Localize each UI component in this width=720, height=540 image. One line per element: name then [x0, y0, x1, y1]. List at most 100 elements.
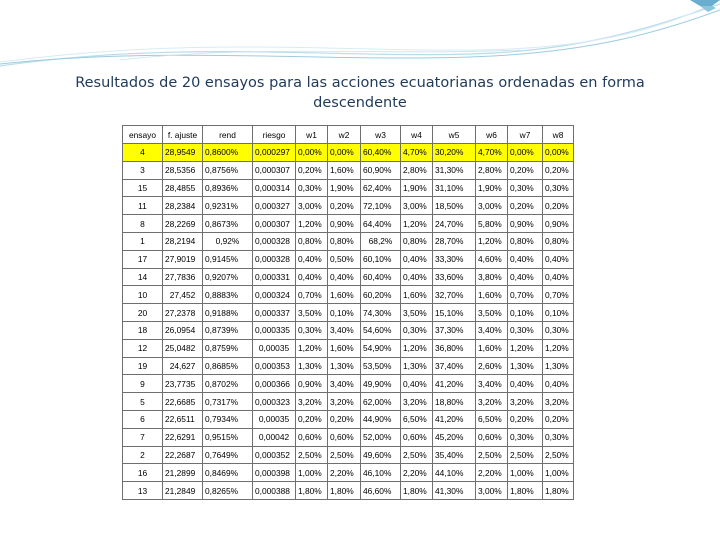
table-cell: 0,60%: [295, 427, 328, 447]
table-cell: 0,7317%: [202, 392, 253, 411]
table-cell: 0,000328: [252, 249, 296, 269]
table-cell: 24,627: [162, 356, 203, 376]
slide-title: Resultados de 20 ensayos para las accion…: [75, 75, 645, 111]
table-cell: 27,452: [162, 285, 203, 305]
table-cell: 0,50%: [327, 249, 361, 269]
table-cell: 28,70%: [432, 231, 476, 251]
table-cell: 0,000335: [252, 320, 296, 340]
table-cell: 1,00%: [507, 463, 543, 483]
table-header-row: ensayo f. ajuste rend riesgo w1 w2 w3 w4 w5 w6 w7 w…: [122, 125, 574, 144]
table-cell: 0,8702%: [202, 374, 253, 394]
table-cell: 22,6685: [162, 392, 203, 411]
table-cell: 0,20%: [542, 160, 574, 180]
table-cell: 0,7934%: [202, 409, 253, 429]
table-cell: 26,0954: [162, 320, 203, 340]
table-cell: 28,2384: [162, 196, 203, 216]
table-cell: 0,90%: [542, 214, 574, 233]
table-cell: 0,20%: [507, 160, 543, 180]
table-cell: 11: [122, 196, 163, 216]
table-cell: 0,000307: [252, 214, 296, 233]
table-cell: 0,8673%: [202, 214, 253, 233]
table-cell: 0,30%: [507, 178, 543, 198]
table-cell: 60,40%: [360, 267, 401, 287]
table-cell: 22,6511: [162, 409, 203, 429]
table-cell: 0,00%: [542, 143, 574, 162]
table-cell: 0,30%: [400, 320, 433, 340]
table-cell: 0,92%: [202, 231, 253, 251]
table-cell: 2,20%: [475, 463, 508, 483]
table-cell: 0,30%: [295, 178, 328, 198]
table-cell: 0,8685%: [202, 356, 253, 376]
table-cell: 0,90%: [295, 374, 328, 394]
table-cell: 10: [122, 285, 163, 305]
table-cell: 3,80%: [475, 267, 508, 287]
table-cell: 5,80%: [475, 214, 508, 233]
table-row: 18 26,0954 0,8739% 0,000335 0,30% 3,40% 54,60%…: [122, 320, 574, 340]
table-cell: 4,60%: [475, 249, 508, 269]
table-cell: 23,7735: [162, 374, 203, 394]
table-cell: 1,00%: [295, 463, 328, 483]
table-cell: 6: [122, 409, 163, 429]
table-cell: 1,20%: [507, 338, 543, 358]
table-cell: 0,000327: [252, 196, 296, 216]
table-row: 19 24,627 0,8685% 0,000353 1,30% 1,30% 53,50% 1…: [122, 356, 574, 376]
table-cell: 0,00%: [507, 143, 543, 162]
table-cell: 20: [122, 303, 163, 322]
table-cell: 0,00%: [327, 143, 361, 162]
table-cell: 0,60%: [475, 427, 508, 447]
table-cell: 6,50%: [400, 409, 433, 429]
column-header: w8: [542, 125, 574, 144]
table-cell: 0,10%: [327, 303, 361, 322]
table-cell: 0,40%: [400, 374, 433, 394]
table-cell: 68,2%: [360, 231, 401, 251]
table-cell: 0,8883%: [202, 285, 253, 305]
table-cell: 0,8469%: [202, 463, 253, 483]
table-cell: 0,00035: [252, 409, 296, 429]
column-header: w6: [475, 125, 508, 144]
table-cell: 60,90%: [360, 160, 401, 180]
table-cell: 0,9188%: [202, 303, 253, 322]
table-cell: 45,20%: [432, 427, 476, 447]
table-cell: 1,60%: [327, 285, 361, 305]
table-cell: 8: [122, 214, 163, 233]
table-cell: 0,9145%: [202, 249, 253, 269]
column-header: f. ajuste: [162, 125, 203, 144]
table-cell: 1,60%: [327, 338, 361, 358]
table-cell: 27,9019: [162, 249, 203, 269]
table-cell: 1,20%: [400, 214, 433, 233]
table-cell: 4: [122, 143, 163, 162]
table-cell: 21,2899: [162, 463, 203, 483]
table-row: 2 22,2687 0,7649% 0,000352 2,50% 2,50% 49,60% 2…: [122, 445, 574, 465]
table-cell: 60,10%: [360, 249, 401, 269]
table-cell: 0,40%: [542, 374, 574, 394]
table-cell: 1,90%: [327, 178, 361, 198]
table-cell: 0,80%: [327, 231, 361, 251]
table-cell: 54,90%: [360, 338, 401, 358]
table-cell: 15,10%: [432, 303, 476, 322]
table-cell: 0,70%: [542, 285, 574, 305]
table-cell: 0,40%: [542, 249, 574, 269]
table-cell: 1,90%: [475, 178, 508, 198]
table-cell: 0,30%: [542, 320, 574, 340]
table-cell: 3,00%: [400, 196, 433, 216]
table-cell: 52,00%: [360, 427, 401, 447]
table-cell: 3,20%: [542, 392, 574, 411]
table-cell: 62,00%: [360, 392, 401, 411]
table-cell: 2,80%: [400, 160, 433, 180]
table-cell: 0,9207%: [202, 267, 253, 287]
table-cell: 0,40%: [507, 267, 543, 287]
table-cell: 0,000398: [252, 463, 296, 483]
decorative-swoosh: [0, 0, 720, 67]
table-cell: 1,20%: [400, 338, 433, 358]
table-cell: 74,30%: [360, 303, 401, 322]
table-cell: 18,80%: [432, 392, 476, 411]
table-cell: 3,00%: [295, 196, 328, 216]
table-cell: 17: [122, 249, 163, 269]
table-cell: 33,30%: [432, 249, 476, 269]
table-cell: 1,30%: [507, 356, 543, 376]
table-cell: 22,2687: [162, 445, 203, 465]
table-cell: 3,40%: [475, 374, 508, 394]
table-cell: 1,00%: [542, 463, 574, 483]
table-cell: 3,50%: [295, 303, 328, 322]
table-cell: 0,000353: [252, 356, 296, 376]
